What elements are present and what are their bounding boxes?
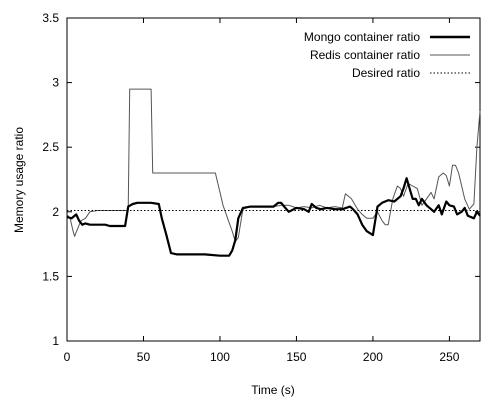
y-tick-label: 3.5 — [42, 11, 59, 25]
y-tick-label: 1 — [52, 334, 59, 348]
x-tick-label: 0 — [64, 350, 71, 364]
legend-label-desired: Desired ratio — [352, 66, 420, 80]
x-axis-label: Time (s) — [251, 383, 295, 397]
series-line-redis — [67, 89, 480, 241]
x-tick-label: 250 — [439, 350, 459, 364]
x-tick-label: 200 — [363, 350, 383, 364]
y-tick-label: 1.5 — [42, 269, 59, 283]
legend-label-mongo: Mongo container ratio — [304, 30, 420, 44]
x-tick-label: 50 — [137, 350, 151, 364]
legend: Mongo container ratio Redis container ra… — [304, 30, 470, 80]
legend-label-redis: Redis container ratio — [310, 48, 420, 62]
x-tick-label: 150 — [286, 350, 306, 364]
x-tick-label: 100 — [210, 350, 230, 364]
y-tick-label: 3 — [52, 76, 59, 90]
y-tick-label: 2 — [52, 205, 59, 219]
y-tick-label: 2.5 — [42, 140, 59, 154]
series-lines — [67, 89, 480, 256]
y-axis-label: Memory usage ratio — [12, 127, 26, 233]
